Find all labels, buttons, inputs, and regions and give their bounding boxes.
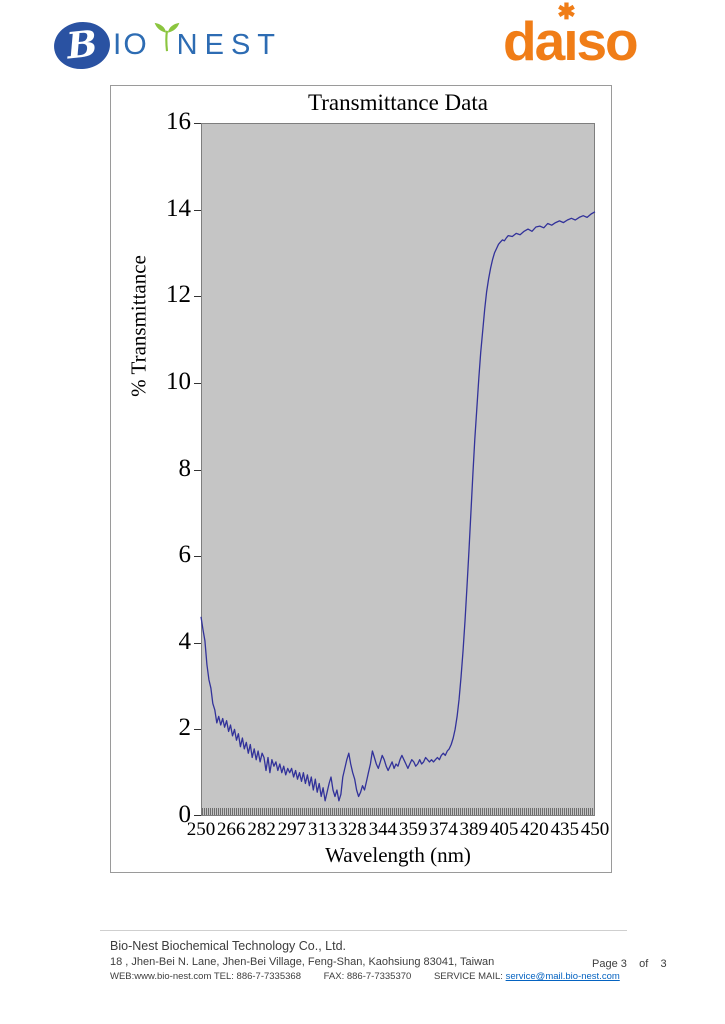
- footer-company: Bio-Nest Biochemical Technology Co., Ltd…: [110, 939, 346, 953]
- x-axis-title: Wavelength (nm): [325, 843, 471, 867]
- daiso-logo: da ✱ ı so: [503, 1, 639, 72]
- x-tick-label: 344: [368, 819, 398, 840]
- bionest-io-text: IO: [113, 28, 149, 61]
- y-axis-title: % Transmittance: [126, 255, 151, 397]
- y-tick-mark: [194, 296, 201, 298]
- y-tick-mark: [194, 815, 201, 816]
- x-tick-label: 313: [307, 819, 337, 840]
- leaf-sprout-icon: [154, 22, 180, 52]
- y-tick-label: 0: [178, 800, 192, 828]
- bionest-b-letter: B: [64, 21, 100, 67]
- footer-fax: FAX: 886-7-7335370: [323, 971, 412, 982]
- minor-tick-band: [202, 808, 594, 815]
- page-number: Page 3 of 3: [592, 958, 667, 970]
- x-tick-label: 389: [459, 819, 489, 840]
- daiso-i: ✱ ı: [557, 1, 578, 69]
- x-tick-label: 435: [550, 819, 579, 840]
- chart-title: Transmittance Data: [308, 90, 488, 115]
- chart-frame: Transmittance Data % Transmittance 0 2 4 6 8…: [110, 85, 612, 873]
- x-tick-label: 450: [580, 819, 610, 840]
- service-mail-link[interactable]: service@mail.bio-nest.com: [505, 971, 620, 982]
- y-tick-label: 10: [166, 367, 191, 395]
- plot-background: [201, 123, 595, 816]
- curve-svg: [200, 211, 596, 802]
- y-tick-label: 2: [178, 714, 192, 742]
- y-tick-mark: [194, 209, 201, 211]
- y-tick-mark: [194, 123, 201, 124]
- footer-web-tel: WEB:www.bio-nest.com TEL: 886-7-7335368: [110, 971, 301, 982]
- daiso-da: da: [503, 10, 565, 72]
- plot-area: 0 2 4 6 8 10 12 14 16: [166, 108, 596, 828]
- y-tick-label: 8: [178, 454, 192, 482]
- y-tick-label: 14: [166, 194, 191, 222]
- daiso-so: so: [576, 10, 638, 72]
- y-tick-mark: [194, 382, 201, 384]
- y-tick-label: 6: [178, 541, 192, 569]
- x-tick-label: 420: [520, 819, 549, 840]
- x-tick-label: 282: [247, 819, 276, 840]
- x-tick-label: 405: [489, 819, 519, 840]
- y-tick-label: 16: [166, 107, 191, 135]
- y-tick-mark: [194, 556, 201, 558]
- footer-divider: [100, 930, 627, 931]
- daiso-star-icon: ✱: [557, 0, 576, 24]
- y-tick-mark: [194, 642, 201, 644]
- x-tick-label: 297: [277, 819, 307, 840]
- bionest-nest-text: NEST: [176, 28, 283, 61]
- bionest-b-circle-icon: B: [51, 18, 113, 72]
- x-tick-label: 266: [217, 819, 246, 840]
- y-tick-label: 12: [166, 281, 191, 309]
- footer-contacts: WEB:www.bio-nest.com TEL: 886-7-7335368 …: [110, 971, 620, 982]
- x-tick-label: 250: [186, 819, 216, 840]
- y-tick-mark: [194, 729, 201, 731]
- x-tick-label: 374: [429, 819, 458, 840]
- x-tick-label: 359: [398, 819, 428, 840]
- x-axis-labels: 250 266 282 297 313 328 344 359 374 389 405 420 435 4…: [187, 819, 610, 841]
- y-tick-mark: [194, 469, 201, 471]
- footer-service-label: SERVICE MAIL:: [433, 971, 503, 982]
- y-tick-label: 4: [178, 627, 192, 655]
- footer-address: 18 , Jhen-Bei N. Lane, Jhen-Bei Village,…: [110, 956, 495, 968]
- bionest-logo: B IO NEST: [51, 16, 283, 74]
- x-tick-label: 328: [338, 819, 367, 840]
- daiso-i-letter: ı: [563, 10, 578, 72]
- transmittance-curve: [200, 211, 596, 802]
